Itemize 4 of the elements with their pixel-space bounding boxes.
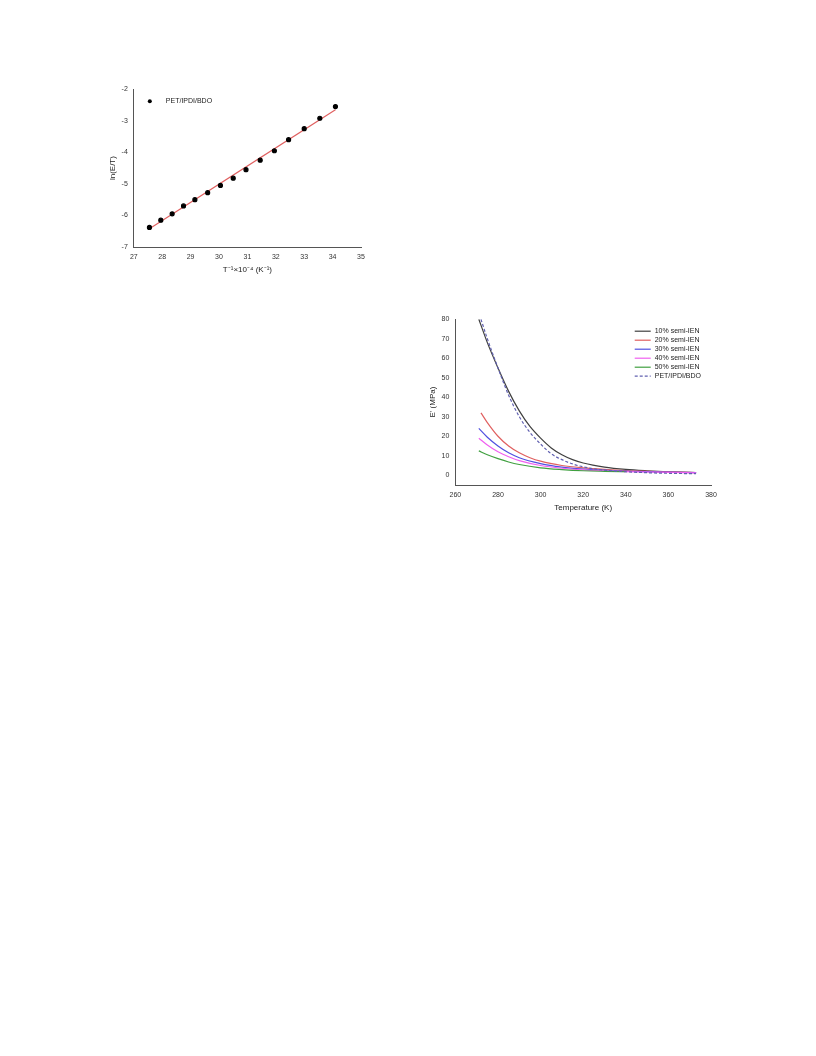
y-axis-title: ln(E/T) (108, 155, 117, 181)
y-axis-title: E' (MPa) (428, 386, 437, 418)
x-axis-title: T⁻¹×10⁻⁴ (K⁻¹) (222, 265, 273, 275)
x-axis-title: Temperature (K) (554, 503, 613, 513)
